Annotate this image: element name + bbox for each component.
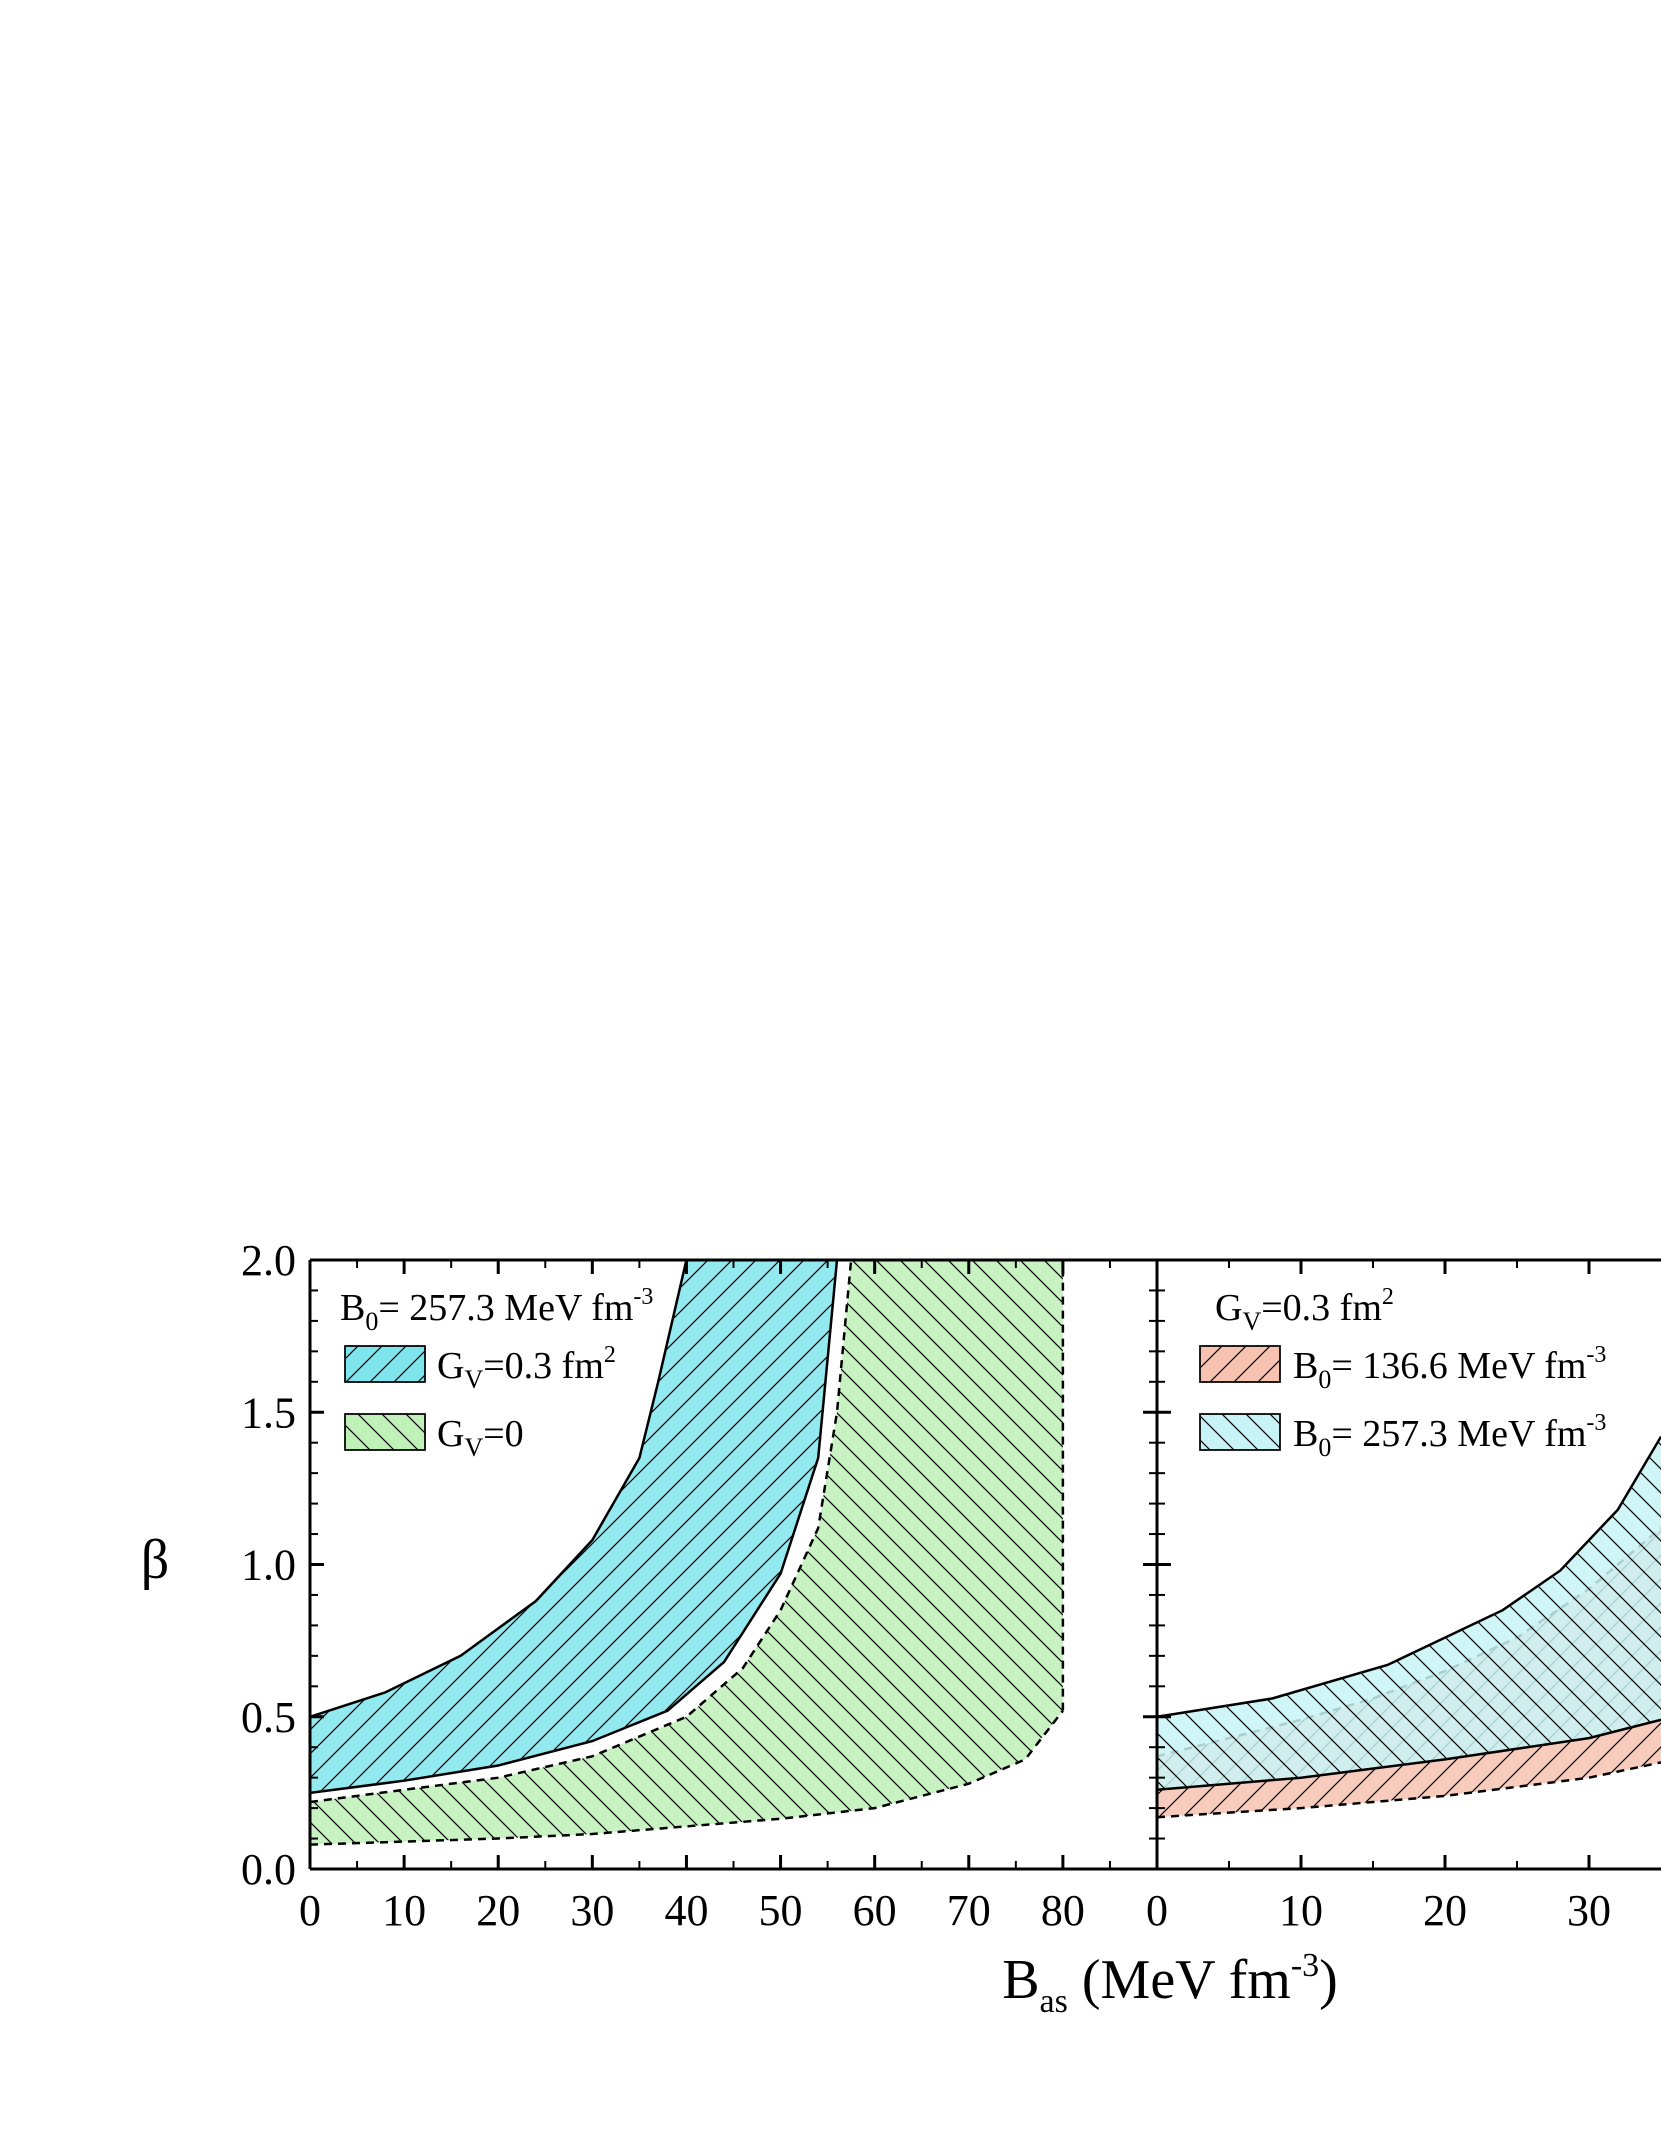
legend-swatch-hatch: [1200, 1346, 1280, 1382]
x-tick-label: 0: [299, 1886, 321, 1935]
x-tick-label: 30: [1567, 1886, 1611, 1935]
legend-label: GV=0: [437, 1413, 524, 1462]
band-hatch-right-1: [1157, 1437, 1661, 1790]
x-tick-label: 70: [947, 1886, 991, 1935]
y-tick-label: 1.0: [241, 1541, 296, 1590]
legend-swatch-hatch: [345, 1414, 425, 1450]
x-tick-label: 50: [759, 1886, 803, 1935]
legend-label: B0= 136.6 MeV fm-3: [1293, 1342, 1606, 1394]
x-tick-label: 60: [853, 1886, 897, 1935]
legend-note-right: GV=0.3 fm2: [1215, 1284, 1394, 1336]
x-tick-label: 10: [382, 1886, 426, 1935]
x-tick-label: 80: [1041, 1886, 1085, 1935]
legend-label: B0= 257.3 MeV fm-3: [1293, 1410, 1606, 1462]
legend-swatch-hatch: [1200, 1414, 1280, 1450]
x-tick-label: 40: [664, 1886, 708, 1935]
y-tick-label: 0.0: [241, 1845, 296, 1894]
y-tick-label: 2.0: [241, 1236, 296, 1285]
legend-label: GV=0.3 fm2: [437, 1342, 616, 1394]
x-tick-label: 30: [570, 1886, 614, 1935]
x-tick-label: 20: [1423, 1886, 1467, 1935]
x-tick-label: 10: [1279, 1886, 1323, 1935]
x-tick-label: 0: [1146, 1886, 1168, 1935]
x-axis-title: Bas (MeV fm-3): [1002, 1947, 1338, 2020]
legend-note-left: B0= 257.3 MeV fm-3: [340, 1284, 653, 1336]
legend-swatch-hatch: [345, 1346, 425, 1382]
plot-panel-right: [1157, 1437, 1661, 1818]
y-tick-label: 1.5: [241, 1388, 296, 1437]
y-axis-title: β: [141, 1529, 170, 1591]
x-tick-label: 20: [476, 1886, 520, 1935]
y-tick-label: 0.5: [241, 1693, 296, 1742]
